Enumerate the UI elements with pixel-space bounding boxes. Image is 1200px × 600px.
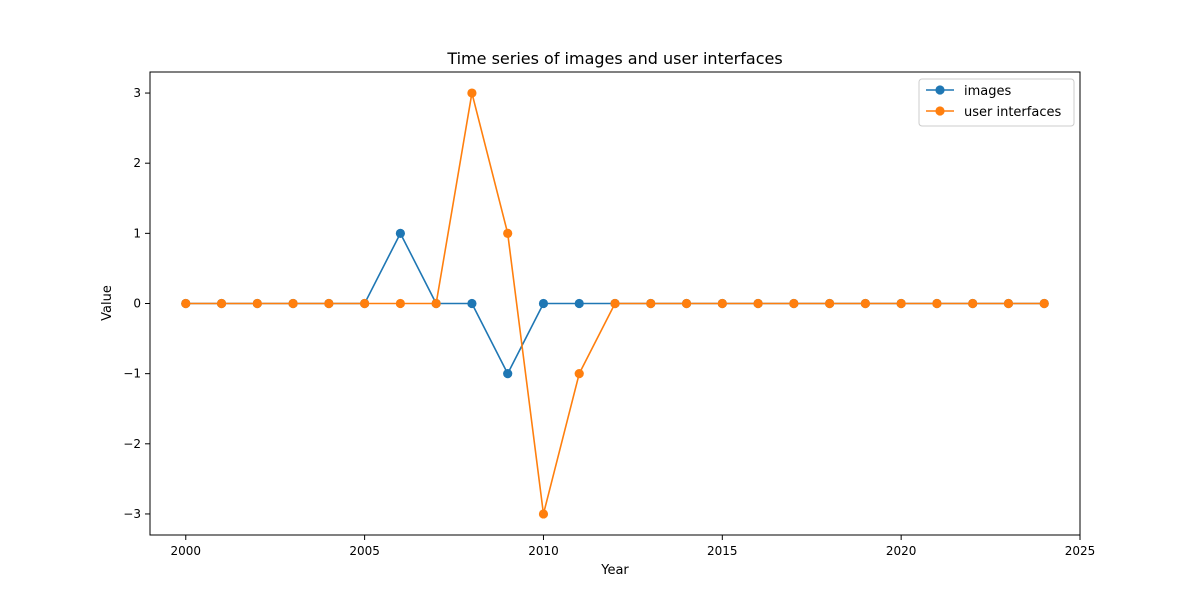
x-tick-label: 2000: [170, 544, 201, 558]
data-point-user-interfaces: [431, 298, 441, 309]
data-point-user-interfaces: [753, 298, 763, 309]
data-point-user-interfaces: [610, 298, 620, 309]
x-tick-label: 2005: [349, 544, 380, 558]
data-point-user-interfaces: [574, 369, 584, 379]
x-tick-label: 2025: [1065, 544, 1096, 558]
data-point-user-interfaces: [324, 298, 334, 309]
legend-item-user-interfaces: user interfaces: [926, 105, 1061, 120]
data-point-user-interfaces: [503, 228, 513, 238]
data-point-user-interfaces: [968, 298, 978, 309]
x-tick-label: 2020: [886, 544, 917, 558]
data-point-user-interfaces: [825, 298, 835, 309]
y-tick-label: 2: [133, 156, 141, 170]
data-point-user-interfaces: [216, 298, 227, 309]
data-point-user-interfaces: [1003, 298, 1014, 309]
legend-marker-user-interfaces: [935, 106, 945, 116]
y-tick-label: −1: [123, 367, 141, 381]
data-point-images: [574, 298, 584, 309]
legend: images user interfaces: [918, 78, 1075, 127]
data-point-user-interfaces: [181, 298, 191, 309]
x-tick-label: 2015: [707, 544, 738, 558]
chart-title: Time series of images and user interface…: [446, 49, 782, 68]
data-point-user-interfaces: [932, 298, 942, 309]
legend-marker-images: [935, 85, 945, 95]
data-point-images: [538, 298, 549, 309]
data-point-images: [395, 228, 405, 238]
y-tick-label: −3: [123, 507, 141, 521]
legend-item-images: images: [926, 84, 1011, 99]
data-point-user-interfaces: [789, 298, 799, 309]
data-point-user-interfaces: [681, 298, 692, 309]
legend-label-images: images: [964, 84, 1011, 99]
y-axis: −3 −2 −1 0 1 2 3: [123, 86, 150, 521]
data-point-user-interfaces: [538, 509, 549, 519]
data-point-images: [503, 369, 513, 379]
y-axis-label: Value: [100, 285, 115, 321]
y-tick-label: 1: [133, 226, 141, 240]
x-axis-label: Year: [600, 563, 629, 578]
y-tick-label: 3: [133, 86, 141, 100]
series-layer: [181, 88, 1049, 519]
legend-label-user-interfaces: user interfaces: [964, 105, 1061, 120]
data-point-user-interfaces: [896, 298, 906, 309]
data-point-user-interfaces: [395, 298, 405, 309]
y-tick-label: −2: [123, 437, 141, 451]
data-point-user-interfaces: [860, 298, 870, 309]
data-point-user-interfaces: [252, 298, 262, 309]
data-point-user-interfaces: [288, 298, 298, 309]
data-point-images: [467, 298, 477, 309]
x-axis: 2000 2005 2010 2015 2020 2025: [170, 535, 1095, 558]
data-point-user-interfaces: [646, 298, 656, 309]
series-user-interfaces: [181, 88, 1049, 519]
data-point-user-interfaces: [717, 298, 727, 309]
data-point-user-interfaces: [360, 298, 370, 309]
data-point-user-interfaces: [467, 88, 477, 98]
y-tick-label: 0: [133, 297, 141, 311]
x-tick-label: 2010: [528, 544, 559, 558]
data-point-user-interfaces: [1039, 298, 1049, 309]
legend-box: [918, 78, 1075, 127]
